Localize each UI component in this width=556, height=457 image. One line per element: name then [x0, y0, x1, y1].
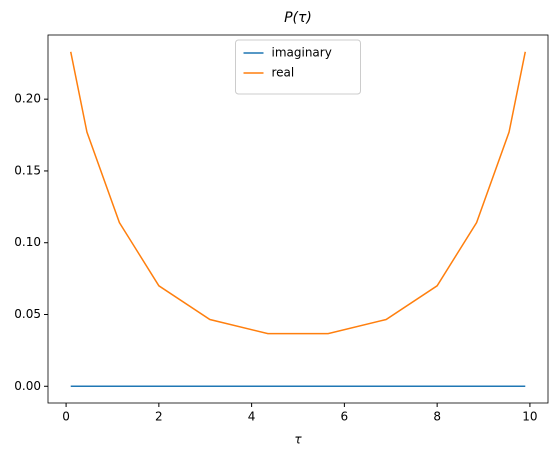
legend-label: real: [272, 66, 295, 80]
y-tick-label: 0.10: [14, 235, 41, 249]
chart-title: P(τ): [284, 10, 312, 26]
x-tick-label: 4: [248, 410, 256, 424]
y-tick-label: 0.00: [14, 379, 41, 393]
plot-frame: [47, 34, 549, 404]
x-tick-label: 0: [62, 410, 70, 424]
x-tick-label: 6: [341, 410, 349, 424]
y-tick-label: 0.20: [14, 92, 41, 106]
y-tick-label: 0.05: [14, 307, 41, 321]
x-tick-label: 8: [433, 410, 441, 424]
line-series: [69, 51, 527, 335]
legend-box: [235, 39, 361, 95]
y-tick-label: 0.15: [14, 163, 41, 177]
legend-label: imaginary: [272, 46, 332, 60]
x-tick-label: 2: [155, 410, 163, 424]
x-axis-label: τ: [294, 433, 302, 447]
x-tick-label: 10: [522, 410, 537, 424]
